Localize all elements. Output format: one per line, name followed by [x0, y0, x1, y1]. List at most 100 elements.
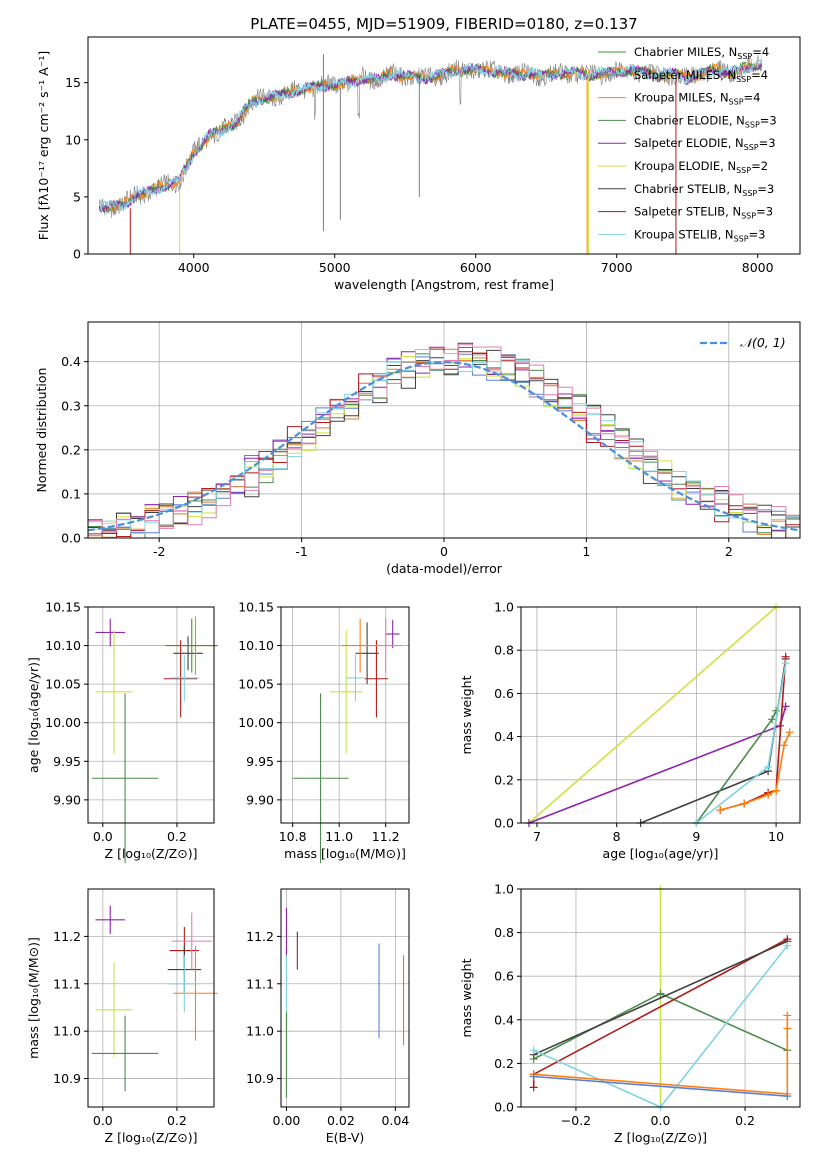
x-tick-label: 0.04: [381, 1113, 409, 1128]
y-axis-label: age [log₁₀(age/yr)]: [26, 657, 41, 773]
x-tick-label: 0.0: [93, 1113, 113, 1128]
y-tick-label: 10.15: [238, 600, 274, 615]
spectrum-line-salpeter-elodie: [98, 59, 763, 214]
weight-point-marker: [772, 706, 781, 715]
weight-point-marker: [783, 1024, 792, 1033]
legend-entry: Salpeter STELIB, NSSP=3: [634, 205, 773, 221]
weight-point-marker: [783, 1011, 792, 1020]
x-tick-label: 10: [768, 829, 784, 844]
x-tick-label: 0.2: [735, 1113, 755, 1128]
x-tick-label: −0.2: [561, 1113, 591, 1128]
y-tick-label: 0.2: [61, 442, 81, 457]
y-tick-label: 0.0: [61, 531, 81, 546]
weight-series-line: [720, 731, 791, 811]
y-tick-label: 9.90: [246, 792, 274, 807]
y-tick-label: 0.3: [61, 398, 81, 413]
axes-frame: [87, 888, 215, 1108]
y-tick-label: 0.0: [494, 1100, 514, 1115]
y-tick-label: 0.8: [494, 643, 514, 658]
legend-entry: Kroupa MILES, NSSP=4: [634, 91, 760, 107]
spectrum-line-kroupa-stelib: [98, 57, 763, 212]
x-axis-label: E(B-V): [326, 1130, 365, 1145]
axes-frame: [520, 606, 801, 824]
y-tick-label: 10.15: [45, 600, 81, 615]
histogram-step: [88, 344, 800, 538]
weight-series-line: [640, 658, 787, 824]
weight-point-marker: [740, 799, 749, 808]
x-axis-label: Z [log₁₀(Z/Z⊙)]: [105, 1130, 198, 1145]
weight-series-line: [528, 606, 777, 824]
x-tick-label: 5000: [319, 260, 351, 275]
y-tick-label: 0.2: [494, 1056, 514, 1071]
x-tick-label: 1: [582, 544, 590, 559]
x-tick-label: 2: [725, 544, 733, 559]
y-tick-label: 0.4: [494, 729, 514, 744]
x-axis-label: Z [log₁₀(Z/Z⊙)]: [105, 846, 198, 861]
y-tick-label: 0.0: [494, 816, 514, 831]
x-tick-label: -1: [295, 544, 307, 559]
weight-point-marker: [529, 1083, 538, 1092]
y-tick-label: 10.9: [246, 1071, 274, 1086]
x-tick-label: 6000: [460, 260, 492, 275]
axes-frame: [87, 321, 801, 539]
x-tick-label: 10.8: [279, 829, 307, 844]
x-tick-label: 7000: [601, 260, 633, 275]
x-axis-label: wavelength [Angstrom, rest frame]: [334, 277, 554, 292]
weight-series-line: [533, 1015, 789, 1095]
spectrum-lines: [98, 54, 763, 254]
x-tick-label: 0.00: [273, 1113, 301, 1128]
weight-point-marker: [780, 741, 789, 750]
x-tick-label: 0.0: [651, 1113, 671, 1128]
y-tick-label: 5: [73, 189, 81, 204]
y-tick-label: 11.2: [246, 929, 274, 944]
weight-point-marker: [529, 1072, 538, 1081]
weight-series-line: [533, 940, 788, 1056]
y-axis-label: mass weight: [459, 675, 474, 754]
y-tick-label: 10.00: [45, 715, 81, 730]
gaussian-curve: [88, 360, 800, 532]
weight-point-marker: [781, 659, 790, 668]
y-axis-label: Flux [fλ10⁻¹⁷ erg cm⁻² s⁻¹ A⁻¹]: [36, 51, 51, 240]
legend-entry: Chabrier MILES, NSSP=4: [634, 45, 769, 61]
x-tick-label: 7: [533, 829, 541, 844]
axes-frame: [280, 888, 410, 1108]
axes-frame: [87, 36, 801, 255]
legend-entry: Kroupa STELIB, NSSP=3: [634, 227, 765, 243]
weight-point-marker: [781, 702, 790, 711]
y-tick-label: 0.4: [494, 1012, 514, 1027]
y-tick-label: 10.9: [53, 1071, 81, 1086]
y-axis-label: mass [log₁₀(M/M⊙)]: [26, 937, 41, 1059]
x-tick-label: 8000: [742, 260, 774, 275]
weight-point-marker: [783, 941, 792, 950]
y-tick-label: 10.10: [45, 638, 81, 653]
y-tick-label: 1.0: [494, 882, 514, 897]
weight-point-marker: [656, 989, 665, 998]
y-tick-label: 0.6: [494, 686, 514, 701]
x-tick-label: -2: [153, 544, 165, 559]
weight-series-line: [533, 1075, 788, 1097]
y-tick-label: 9.95: [53, 754, 81, 769]
x-tick-label: 8: [613, 829, 621, 844]
x-axis-label: (data-model)/error: [386, 561, 503, 576]
y-tick-label: 10.10: [238, 638, 274, 653]
weight-point-marker: [716, 806, 725, 815]
axes-frame: [520, 888, 801, 1108]
legend-entry: Chabrier ELODIE, NSSP=3: [634, 113, 777, 129]
axes-frame: [280, 606, 410, 824]
y-tick-label: 11.1: [53, 976, 81, 991]
y-tick-label: 10: [65, 132, 81, 147]
weight-point-marker: [764, 790, 773, 799]
y-tick-label: 11.0: [53, 1024, 81, 1039]
x-tick-label: 11.2: [372, 829, 400, 844]
y-axis-label: Normed distribution: [34, 368, 49, 493]
legend-entry: 𝒩(0, 1): [740, 335, 786, 350]
x-tick-label: 0.2: [167, 829, 187, 844]
legend-entry: Kroupa ELODIE, NSSP=2: [634, 159, 768, 175]
weight-point-marker: [768, 715, 777, 724]
weight-series-line: [528, 706, 787, 824]
x-axis-label: age [log₁₀(age/yr)]: [603, 846, 719, 861]
x-tick-label: 0.0: [93, 829, 113, 844]
y-tick-label: 0.2: [494, 772, 514, 787]
weight-point-marker: [764, 762, 773, 771]
